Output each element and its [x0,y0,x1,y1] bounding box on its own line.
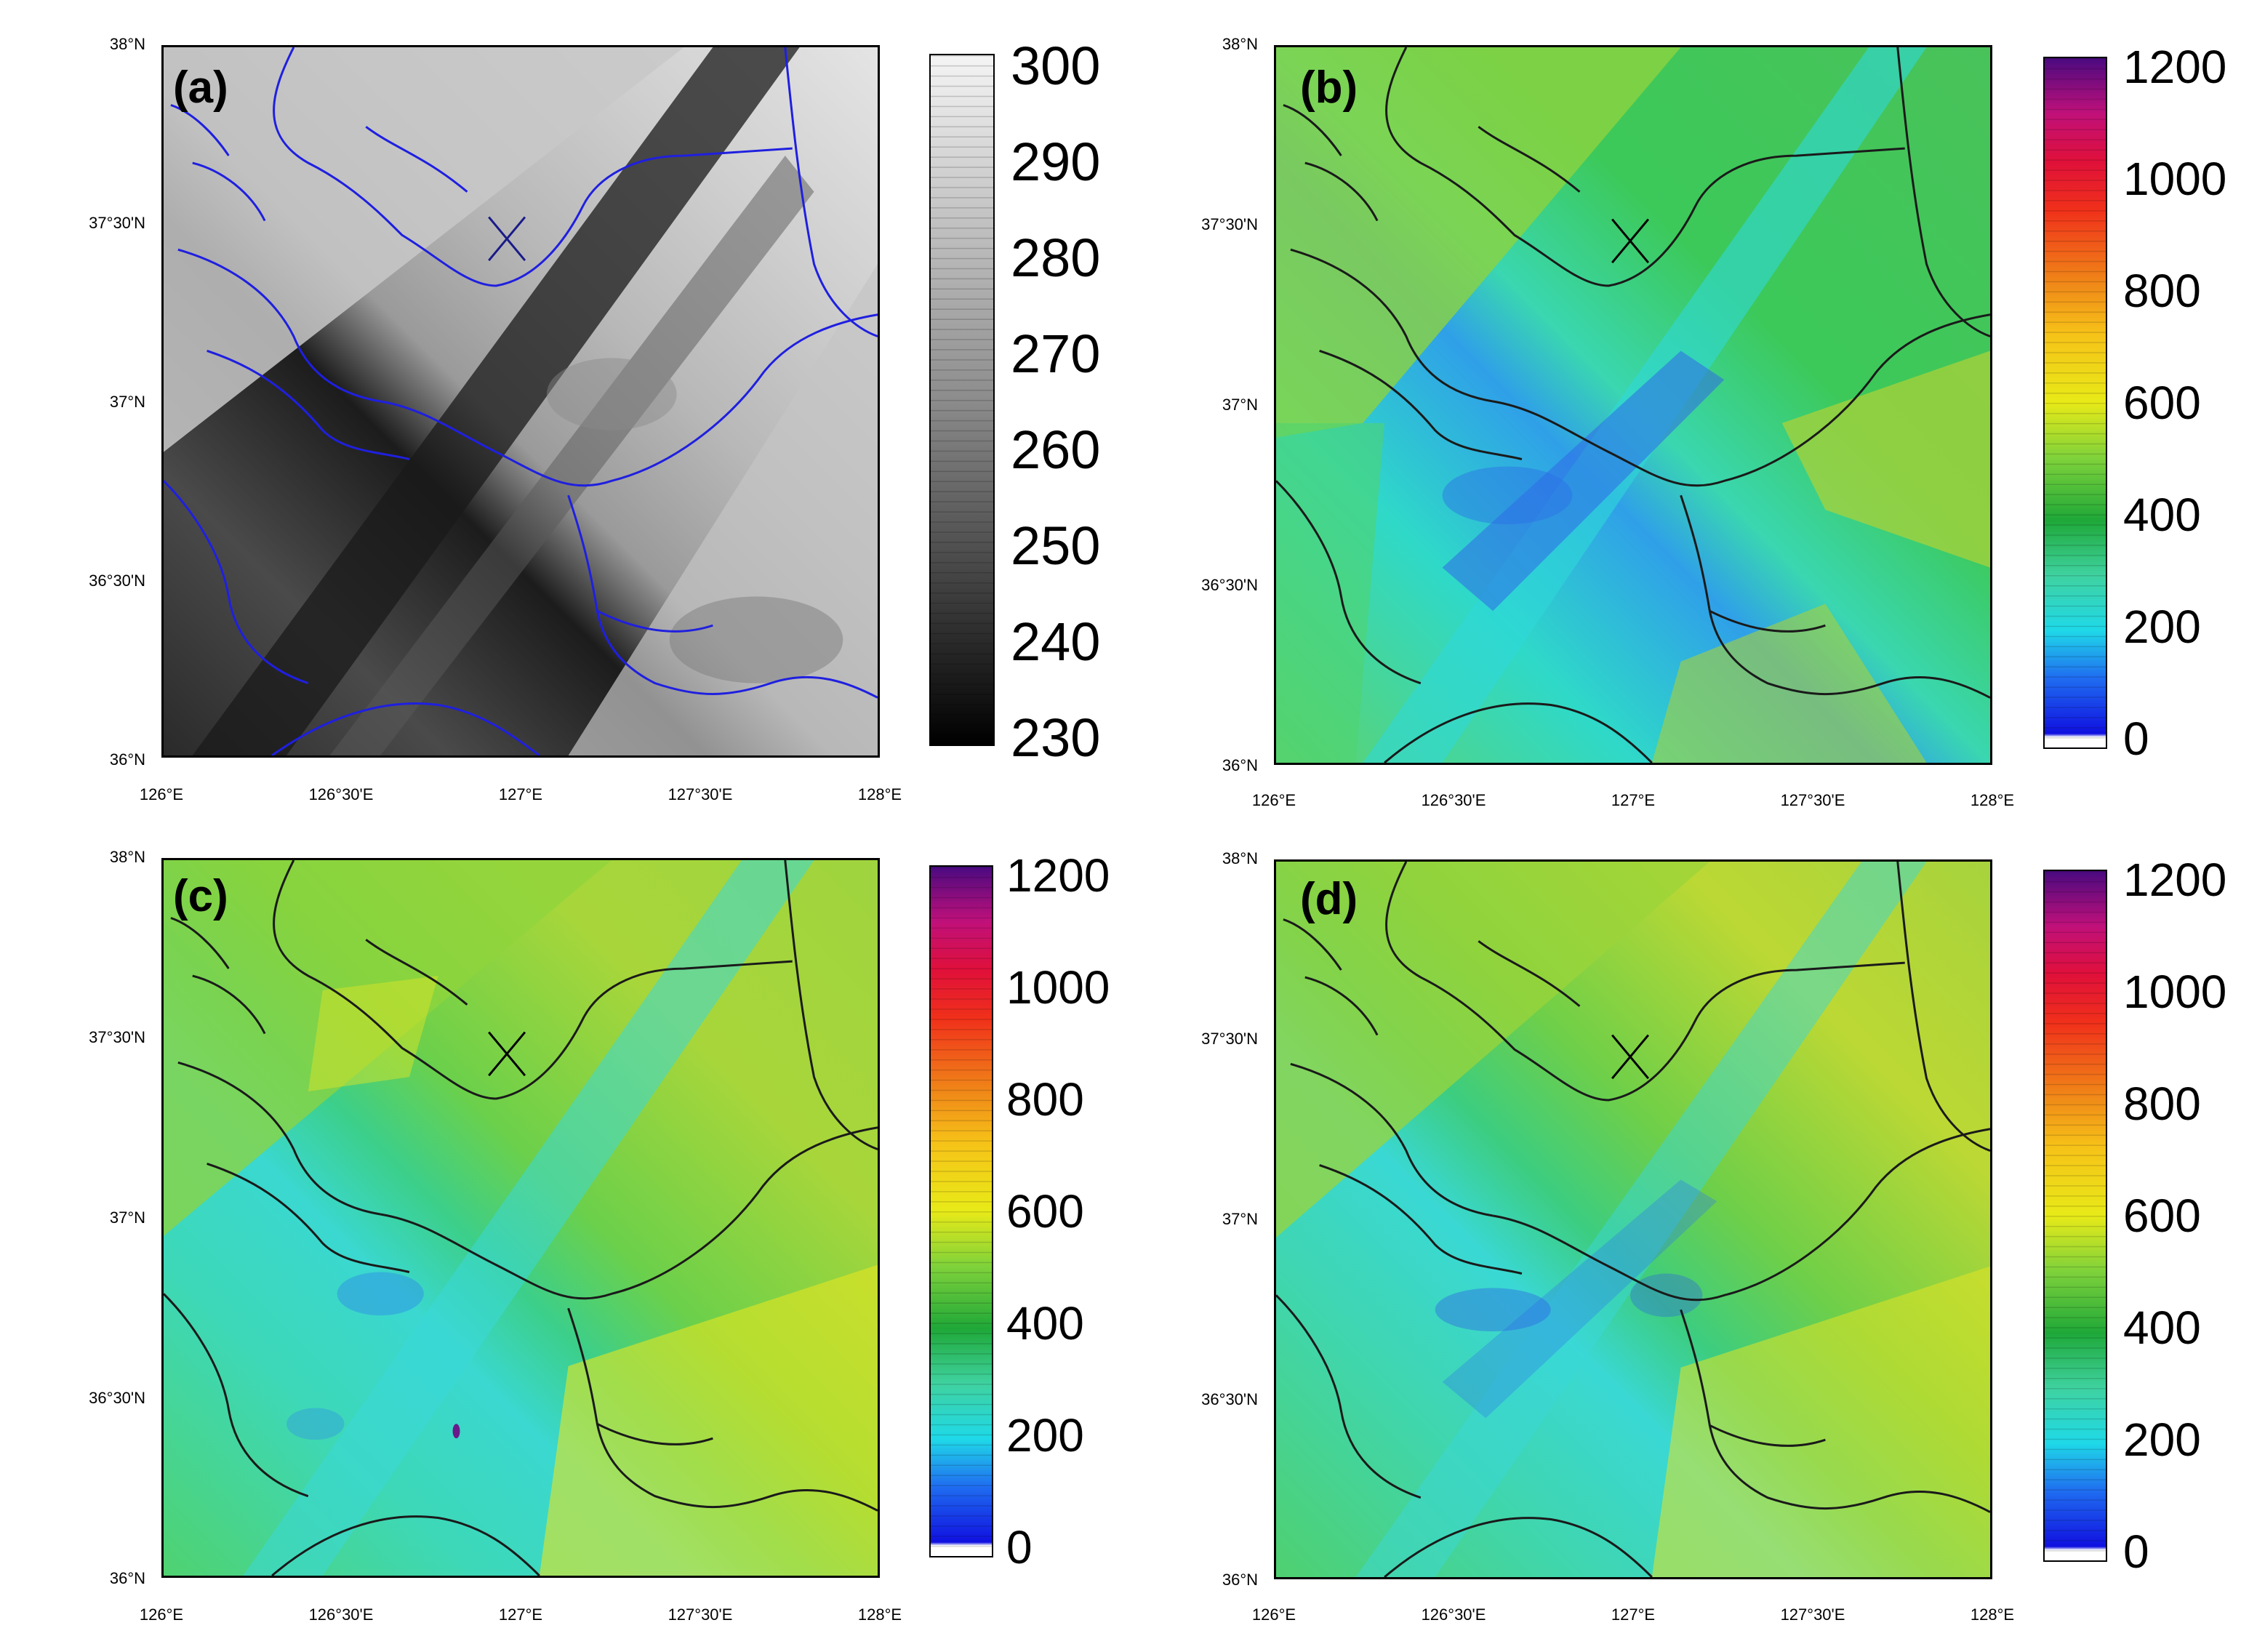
boundary-lines-d [1276,862,1990,1577]
colorbar-b-label-5: 200 [2123,601,2201,653]
lon-tick-128: 128°E [857,785,902,803]
colorbar-a-label-6: 240 [1011,612,1101,672]
colorbar-b-label-6: 0 [2123,713,2149,765]
lon-tick-128: 128°E [1970,1605,2015,1624]
colorbar-b-label-0: 1200 [2123,41,2227,93]
lon-tick-126-30: 126°30'E [308,1605,374,1624]
colorbar-a-label-0: 300 [1011,36,1101,96]
lat-tick-37: 37°N [109,393,145,411]
lat-tick-38: 38°N [1222,35,1258,53]
colorbar-a-label-5: 250 [1011,516,1101,576]
panel-c: (c) 38°N 37°30'N 37°N 36°30'N 36°N 126°E… [0,814,1134,1652]
colorbar-a-label-1: 290 [1011,132,1101,192]
map-canvas-c [164,860,878,1576]
colorbar-c-label-0: 1200 [1006,849,1110,902]
lat-tick-36: 36°N [1222,1571,1258,1589]
lon-tick-128: 128°E [857,1605,902,1624]
local-maximum-spot-c [452,1424,460,1439]
panel-letter-b: (b) [1300,63,1358,113]
lat-tick-38: 38°N [109,848,145,866]
colorbar-b-label-3: 600 [2123,377,2201,429]
colorbar-d-label-2: 800 [2123,1078,2201,1130]
colorbar-d-label-5: 200 [2123,1414,2201,1466]
map-panel-d [1274,859,1992,1579]
panel-letter-d: (d) [1300,874,1358,924]
colorbar-a-label-7: 230 [1011,707,1101,768]
colorbar-d-label-1: 1000 [2123,966,2227,1018]
panel-letter-a: (a) [173,63,228,113]
lat-tick-37: 37°N [109,1208,145,1227]
boundary-lines-c [164,860,878,1576]
lat-tick-36: 36°N [109,750,145,769]
lat-tick-38: 38°N [109,35,145,53]
lat-tick-37-30: 37°30'N [1201,215,1258,233]
lon-tick-128: 128°E [1970,791,2015,809]
lon-tick-126: 126°E [139,1605,184,1624]
colorbar-b-label-2: 800 [2123,265,2201,317]
map-canvas-b [1276,47,1990,763]
colorbar-c-label-6: 0 [1006,1521,1033,1573]
panel-letter-c: (c) [173,871,228,921]
lon-tick-126: 126°E [1251,1605,1296,1624]
lon-tick-127-30: 127°30'E [668,785,733,803]
boundary-lines-a [164,47,878,755]
colorbar-c-label-5: 200 [1006,1409,1084,1461]
colorbar-d-label-3: 600 [2123,1190,2201,1242]
lat-tick-38: 38°N [1222,849,1258,867]
colorbar-b-label-4: 400 [2123,489,2201,541]
lat-tick-37-30: 37°30'N [89,1028,145,1046]
station-marker-a [488,216,526,262]
colorbar-a-label-4: 260 [1011,420,1101,480]
colorbar-c [929,865,993,1557]
lat-tick-36-30: 36°30'N [1201,576,1258,594]
lat-tick-37-30: 37°30'N [89,214,145,232]
map-canvas-a [164,47,878,755]
lon-tick-127: 127°E [1611,791,1656,809]
colorbar-d [2043,870,2107,1562]
colorbar-b-label-1: 1000 [2123,153,2227,205]
lon-tick-126: 126°E [139,785,184,803]
lon-tick-126-30: 126°30'E [1421,1605,1486,1624]
lon-tick-127-30: 127°30'E [1780,791,1845,809]
lon-tick-127-30: 127°30'E [668,1605,733,1624]
colorbar-c-label-2: 800 [1006,1073,1084,1126]
lat-tick-36: 36°N [1222,756,1258,774]
lat-tick-37-30: 37°30'N [1201,1030,1258,1048]
colorbar-a [929,54,995,746]
map-canvas-d [1276,862,1990,1577]
station-marker-d [1611,1034,1650,1080]
lon-tick-126: 126°E [1251,791,1296,809]
panel-b: (b) 38°N 37°30'N 37°N 36°30'N 36°N 126°E… [1128,0,2257,814]
lon-tick-127-30: 127°30'E [1780,1605,1845,1624]
lat-tick-37: 37°N [1222,396,1258,414]
station-marker-c [488,1031,526,1077]
lon-tick-127: 127°E [498,1605,543,1624]
colorbar-c-label-3: 600 [1006,1185,1084,1238]
lat-tick-36-30: 36°30'N [89,572,145,590]
colorbar-a-label-2: 280 [1011,228,1101,288]
boundary-lines-b [1276,47,1990,763]
lat-tick-36-30: 36°30'N [89,1389,145,1407]
map-panel-c [161,858,880,1578]
colorbar-a-label-3: 270 [1011,324,1101,384]
panel-d: (d) 38°N 37°30'N 37°N 36°30'N 36°N 126°E… [1128,814,2257,1652]
lon-tick-127: 127°E [1611,1605,1656,1624]
colorbar-b [2043,57,2107,749]
lon-tick-126-30: 126°30'E [308,785,374,803]
colorbar-c-label-1: 1000 [1006,961,1110,1014]
map-panel-a [161,45,880,758]
colorbar-d-label-4: 400 [2123,1302,2201,1354]
panel-a: (a) 38°N 37°30'N 37°N 36°30'N 36°N 126°E… [0,0,1134,814]
lon-tick-126-30: 126°30'E [1421,791,1486,809]
colorbar-c-label-4: 400 [1006,1297,1084,1350]
colorbar-d-label-0: 1200 [2123,854,2227,906]
station-marker-b [1611,218,1650,264]
lat-tick-36-30: 36°30'N [1201,1390,1258,1408]
lat-tick-37: 37°N [1222,1210,1258,1228]
map-panel-b [1274,45,1992,765]
lon-tick-127: 127°E [498,785,543,803]
colorbar-d-label-6: 0 [2123,1525,2149,1578]
lat-tick-36: 36°N [109,1569,145,1587]
